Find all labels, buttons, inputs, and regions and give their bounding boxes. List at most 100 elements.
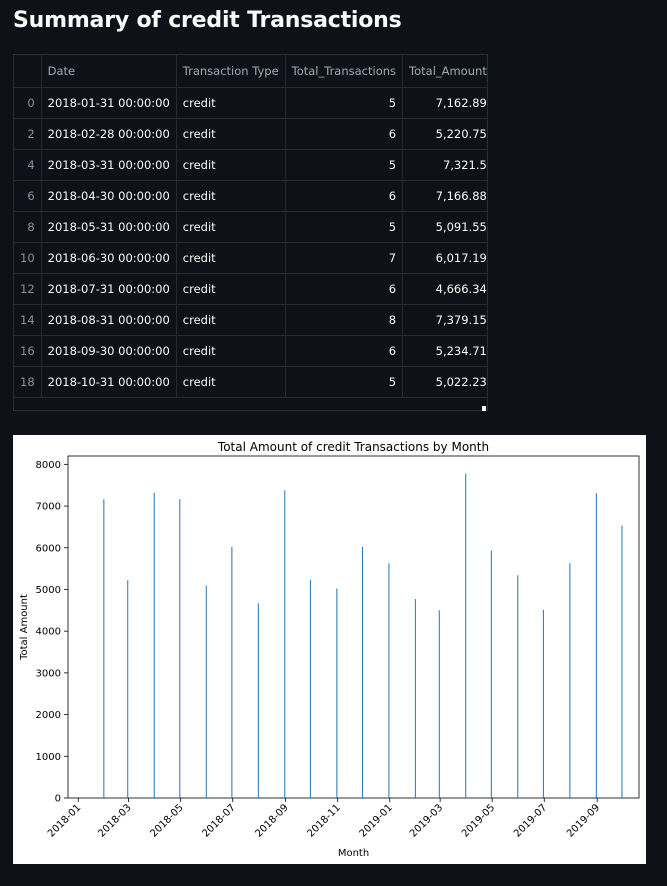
cell-transaction-type[interactable]: credit [176, 335, 286, 367]
bar [231, 547, 233, 798]
bar [414, 599, 416, 798]
bar [517, 575, 519, 798]
y-tick-label: 0 [55, 794, 61, 805]
row-index[interactable]: 14 [14, 304, 42, 336]
cell-total-transactions[interactable]: 5 [285, 87, 404, 119]
cell-date[interactable]: 2018-09-30 00:00:00 [41, 335, 177, 367]
x-tick-label: 2019-03 [408, 802, 445, 839]
bar [595, 493, 597, 798]
cell-total-amount[interactable]: 5,022.23 [402, 366, 487, 398]
y-tick-label: 1000 [36, 752, 61, 763]
cell-total-transactions[interactable]: 7 [285, 242, 404, 274]
cell-transaction-type[interactable]: credit [176, 304, 286, 336]
cell-transaction-type[interactable]: credit [176, 87, 286, 119]
bar [205, 585, 207, 798]
cell-date[interactable]: 2018-03-31 00:00:00 [41, 149, 177, 181]
table-row[interactable]: 16 2018-09-30 00:00:00 credit 6 5,234.71 [14, 335, 487, 367]
cell-total-amount[interactable]: 7,162.89 [402, 87, 487, 119]
chart-title: Total Amount of credit Transactions by M… [217, 440, 489, 454]
row-index[interactable]: 2 [14, 118, 42, 150]
cell-total-transactions[interactable]: 8 [285, 304, 404, 336]
y-tick-label: 4000 [36, 627, 61, 638]
bar [127, 580, 129, 798]
column-header-date[interactable]: Date [41, 55, 177, 88]
cell-transaction-type[interactable]: credit [176, 211, 286, 243]
dataframe-table[interactable]: Date Transaction Type Total_Transactions… [13, 54, 488, 411]
row-index[interactable]: 0 [14, 87, 42, 119]
plot-frame [67, 455, 640, 799]
bar [309, 579, 311, 798]
column-header-transaction-type[interactable]: Transaction Type [176, 55, 286, 88]
row-index[interactable]: 8 [14, 211, 42, 243]
cell-transaction-type[interactable]: credit [176, 273, 286, 305]
cell-total-transactions[interactable]: 6 [285, 180, 404, 212]
chart-panel: 0 1000 2000 3000 4000 5000 6000 7000 8000 2018-01… [13, 435, 646, 864]
cell-total-transactions[interactable]: 6 [285, 118, 404, 150]
row-index[interactable]: 10 [14, 242, 42, 274]
column-header-total-transactions[interactable]: Total_Transactions [285, 55, 404, 88]
table-resize-handle[interactable] [482, 406, 486, 411]
x-tick-label: 2018-05 [148, 802, 185, 839]
row-index[interactable]: 16 [14, 335, 42, 367]
table-row[interactable]: 6 2018-04-30 00:00:00 credit 6 7,166.88 [14, 180, 487, 212]
cell-transaction-type[interactable]: credit [176, 180, 286, 212]
cell-date[interactable]: 2018-06-30 00:00:00 [41, 242, 177, 274]
page-title: Summary of credit Transactions [13, 8, 402, 33]
y-axis-label: Total Amount [19, 594, 30, 661]
cell-total-amount[interactable]: 4,666.34 [402, 273, 487, 305]
cell-total-transactions[interactable]: 5 [285, 149, 404, 181]
x-tick-label: 2018-09 [253, 802, 290, 839]
table-row[interactable]: 2 2018-02-28 00:00:00 credit 6 5,220.75 [14, 118, 487, 150]
cell-total-transactions[interactable]: 6 [285, 335, 404, 367]
cell-total-amount[interactable]: 6,017.19 [402, 242, 487, 274]
x-tick-label: 2019-01 [358, 802, 395, 839]
cell-total-transactions[interactable]: 5 [285, 211, 404, 243]
cell-total-amount[interactable]: 5,220.75 [402, 118, 487, 150]
row-index[interactable]: 4 [14, 149, 42, 181]
cell-total-amount[interactable]: 5,234.71 [402, 335, 487, 367]
cell-date[interactable]: 2018-07-31 00:00:00 [41, 273, 177, 305]
cell-transaction-type[interactable]: credit [176, 366, 286, 398]
row-index[interactable]: 6 [14, 180, 42, 212]
y-tick-label: 8000 [36, 460, 61, 471]
x-axis-label: Month [338, 848, 369, 859]
table-row[interactable]: 8 2018-05-31 00:00:00 credit 5 5,091.55 [14, 211, 487, 243]
cell-transaction-type[interactable]: credit [176, 242, 286, 274]
cell-total-amount[interactable]: 5,091.55 [402, 211, 487, 243]
row-index[interactable]: 12 [14, 273, 42, 305]
column-header-index[interactable] [14, 55, 42, 88]
cell-total-amount[interactable]: 7,379.15 [402, 304, 487, 336]
cell-date[interactable]: 2018-04-30 00:00:00 [41, 180, 177, 212]
table-row[interactable]: 18 2018-10-31 00:00:00 credit 5 5,022.23 [14, 366, 487, 398]
x-tick-label: 2019-07 [512, 802, 549, 839]
table-row[interactable]: 12 2018-07-31 00:00:00 credit 6 4,666.34 [14, 273, 487, 305]
cell-transaction-type[interactable]: credit [176, 149, 286, 181]
cell-date[interactable]: 2018-01-31 00:00:00 [41, 87, 177, 119]
table-row[interactable]: 4 2018-03-31 00:00:00 credit 5 7,321.5 [14, 149, 487, 181]
cell-total-transactions[interactable]: 6 [285, 273, 404, 305]
cell-date[interactable]: 2018-05-31 00:00:00 [41, 211, 177, 243]
cell-total-amount[interactable]: 7,166.88 [402, 180, 487, 212]
cell-date[interactable]: 2018-08-31 00:00:00 [41, 304, 177, 336]
table-row[interactable]: 14 2018-08-31 00:00:00 credit 8 7,379.15 [14, 304, 487, 336]
x-tick-label: 2018-03 [96, 802, 133, 839]
column-header-total-amount[interactable]: Total_Amount [402, 55, 487, 88]
cell-total-transactions[interactable]: 5 [285, 366, 404, 398]
cell-total-amount[interactable]: 7,321.5 [402, 149, 487, 181]
bar [336, 588, 338, 798]
bar [179, 499, 181, 798]
bar [542, 609, 544, 798]
bar [153, 492, 155, 798]
table-row[interactable]: 0 2018-01-31 00:00:00 credit 5 7,162.89 [14, 87, 487, 119]
cell-transaction-type[interactable]: credit [176, 118, 286, 150]
bar [438, 610, 440, 798]
bar [257, 603, 259, 798]
table-row[interactable]: 10 2018-06-30 00:00:00 credit 7 6,017.19 [14, 242, 487, 274]
cell-date[interactable]: 2018-02-28 00:00:00 [41, 118, 177, 150]
row-index[interactable]: 18 [14, 366, 42, 398]
table-header-row: Date Transaction Type Total_Transactions… [14, 55, 487, 88]
bar [284, 490, 286, 798]
x-tick-label: 2019-05 [460, 802, 497, 839]
x-tick-label: 2018-01 [46, 802, 83, 839]
cell-date[interactable]: 2018-10-31 00:00:00 [41, 366, 177, 398]
